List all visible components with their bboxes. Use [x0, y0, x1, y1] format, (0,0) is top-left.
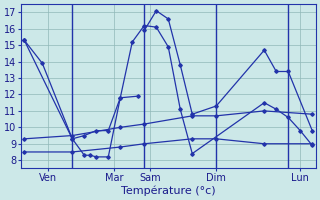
X-axis label: Température (°c): Température (°c): [121, 185, 216, 196]
